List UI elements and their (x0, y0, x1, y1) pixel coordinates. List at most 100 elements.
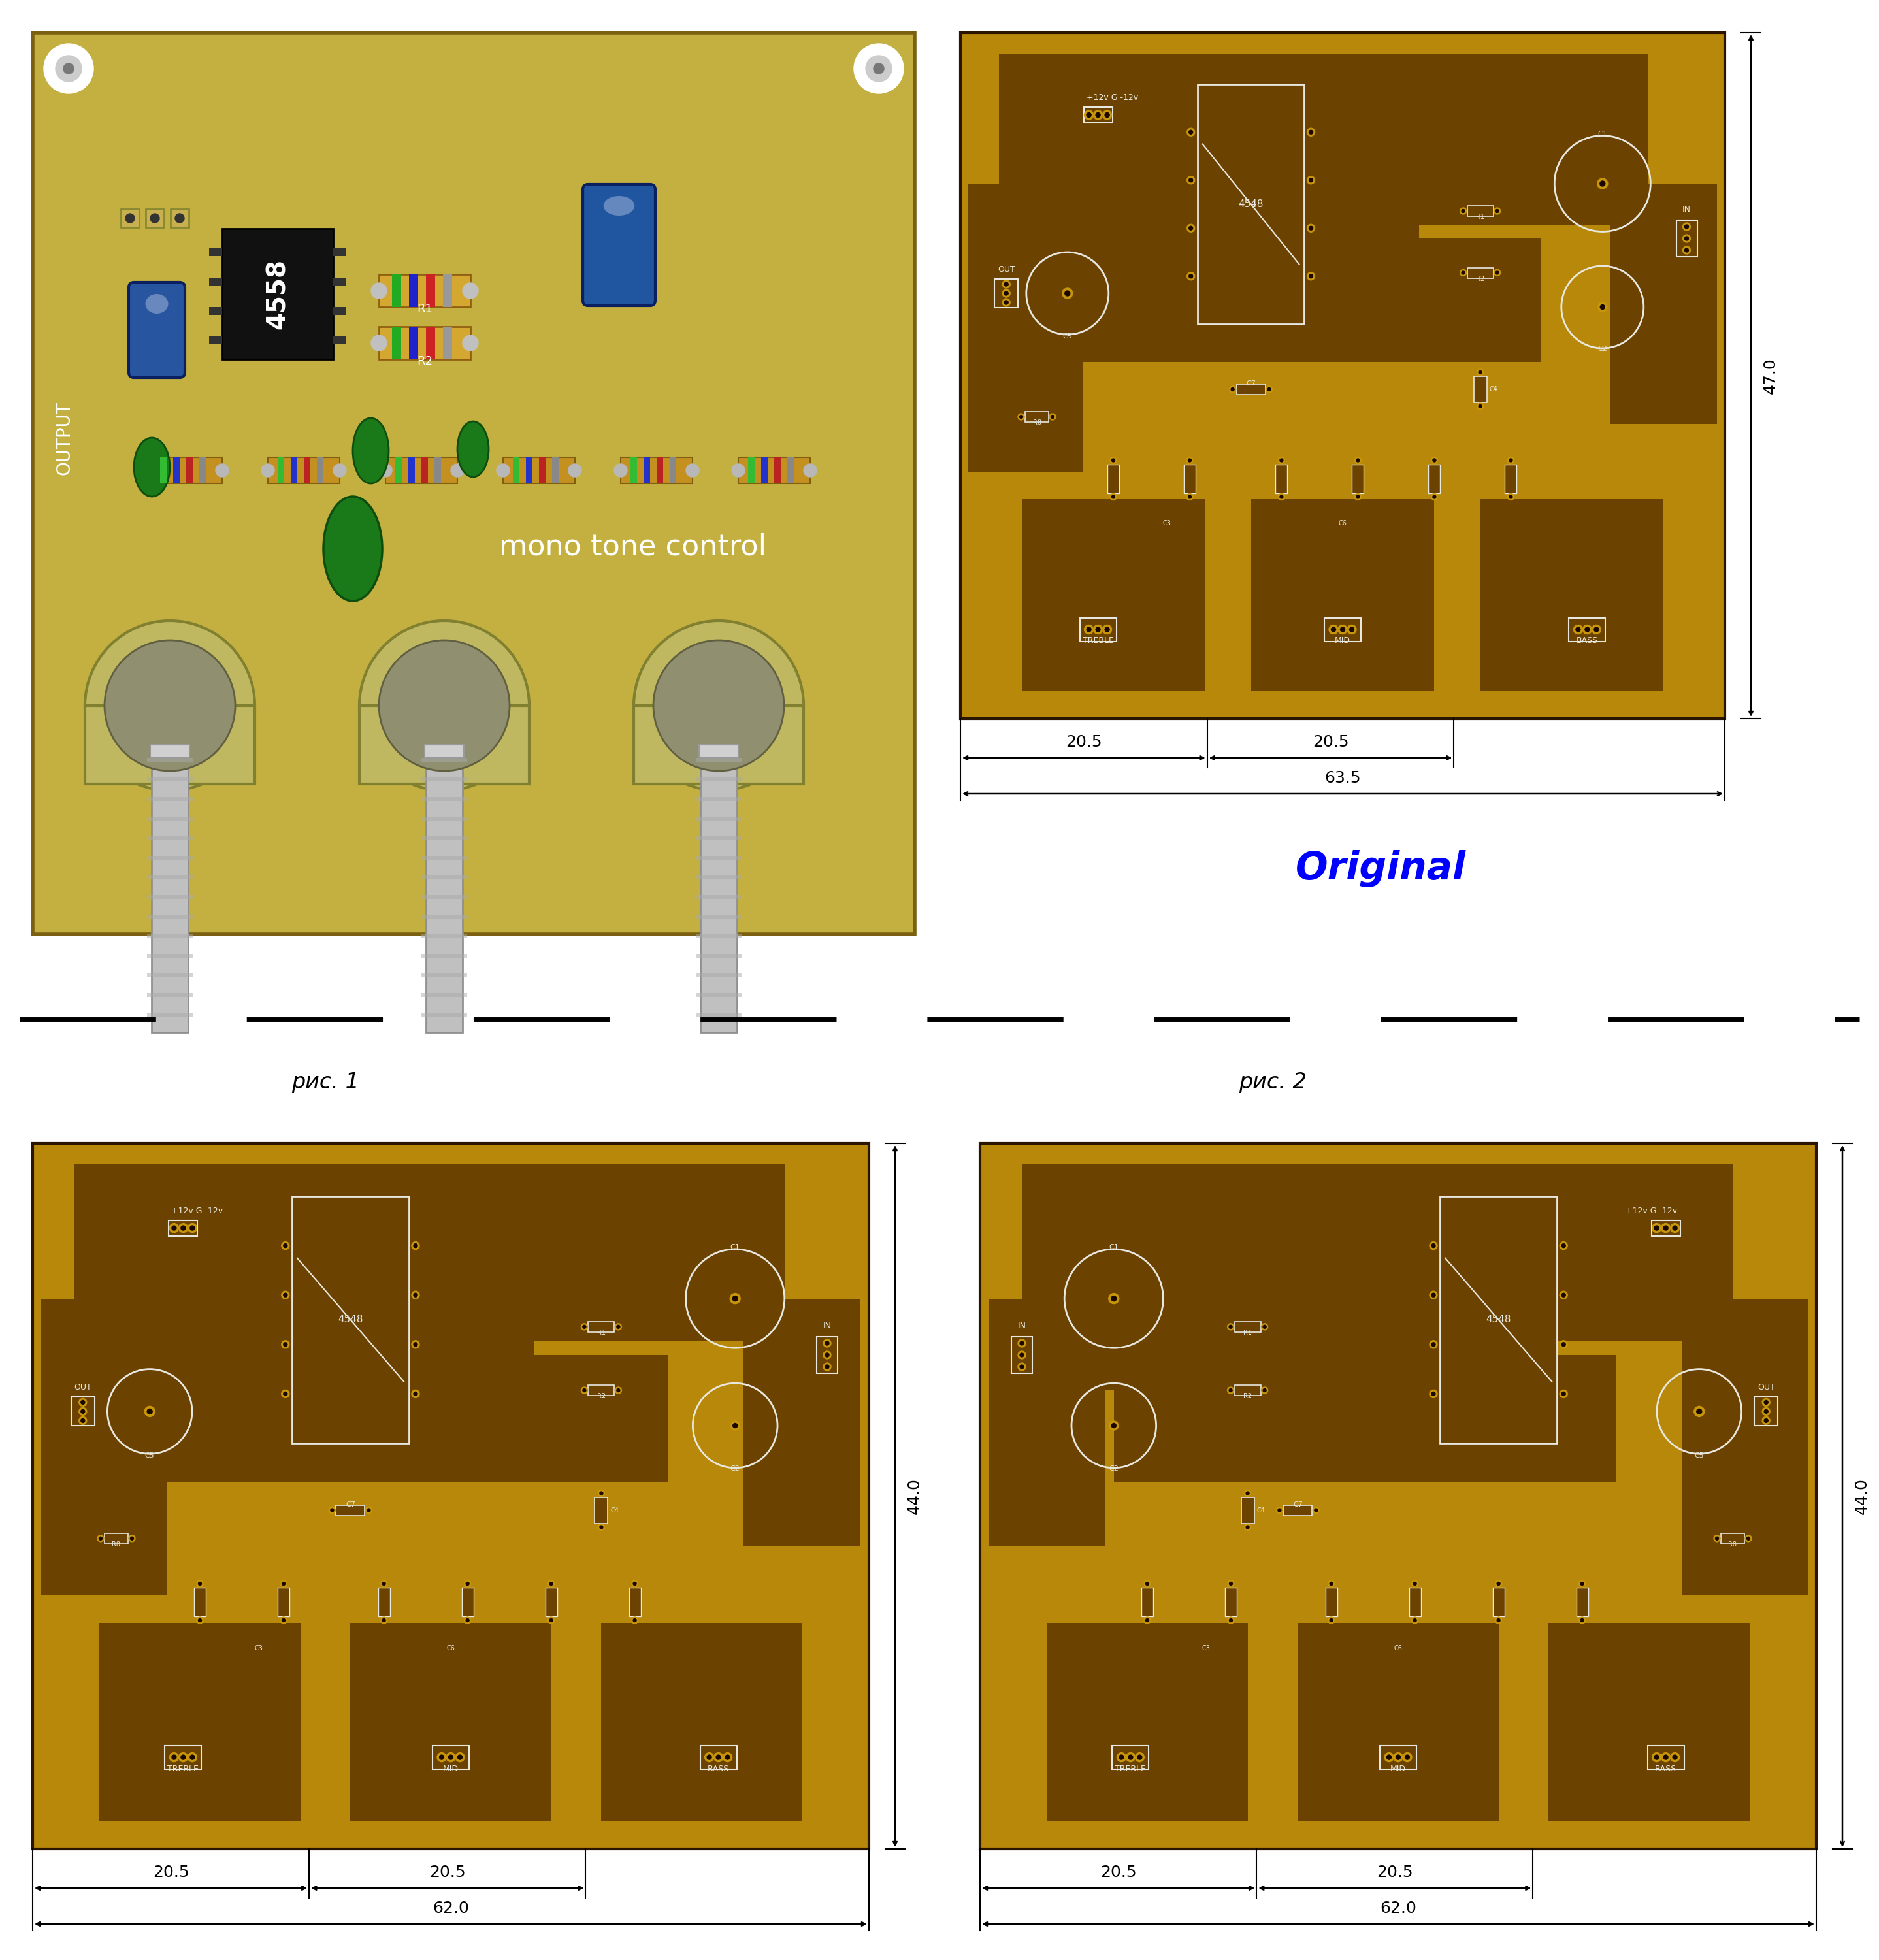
Circle shape (282, 1341, 289, 1348)
Bar (333, 308, 346, 316)
Text: TREBLE: TREBLE (1114, 1764, 1146, 1774)
Circle shape (1105, 112, 1109, 118)
Circle shape (1110, 1296, 1116, 1301)
Circle shape (197, 1580, 203, 1588)
Circle shape (866, 55, 893, 82)
Circle shape (823, 1362, 831, 1370)
Circle shape (1498, 1619, 1499, 1623)
Bar (147, 915, 194, 919)
Text: IN: IN (1018, 1321, 1026, 1331)
Text: 4548: 4548 (1238, 200, 1263, 210)
Circle shape (1018, 1362, 1026, 1370)
Circle shape (569, 465, 581, 476)
Bar (421, 974, 468, 978)
Bar (1225, 1588, 1236, 1617)
Circle shape (1432, 459, 1436, 463)
Bar (75, 1164, 534, 1390)
Circle shape (1308, 223, 1315, 231)
Circle shape (1003, 282, 1009, 286)
Bar (421, 798, 468, 802)
Bar (817, 1337, 838, 1374)
Circle shape (1112, 1423, 1116, 1427)
Circle shape (1763, 1397, 1770, 1405)
Circle shape (1002, 298, 1011, 306)
Circle shape (1227, 1617, 1235, 1623)
Circle shape (169, 1223, 179, 1233)
Circle shape (1018, 1339, 1026, 1347)
Circle shape (825, 1352, 829, 1356)
Bar (994, 278, 1018, 308)
Text: C2: C2 (1109, 1466, 1118, 1472)
Circle shape (381, 1617, 387, 1623)
Circle shape (1227, 1580, 1235, 1588)
Circle shape (1103, 625, 1112, 635)
Circle shape (581, 1323, 588, 1331)
Circle shape (1496, 270, 1499, 274)
Text: C1: C1 (1597, 129, 1607, 137)
Circle shape (1188, 272, 1195, 280)
Bar (85, 706, 256, 784)
Circle shape (1189, 274, 1193, 278)
Circle shape (1135, 1752, 1144, 1762)
Bar (147, 896, 194, 900)
Bar (304, 457, 310, 484)
Bar (1648, 1746, 1684, 1770)
Bar (513, 457, 519, 484)
Bar (588, 1321, 614, 1333)
Circle shape (823, 1350, 831, 1358)
Bar (1428, 465, 1439, 494)
Circle shape (1507, 494, 1514, 500)
Circle shape (1432, 1245, 1436, 1249)
Text: OUT: OUT (1757, 1384, 1776, 1392)
Bar (1682, 1299, 1808, 1595)
Bar (393, 327, 400, 359)
Circle shape (1084, 625, 1094, 635)
Text: 44.0: 44.0 (1855, 1478, 1870, 1515)
Bar (443, 327, 453, 359)
Bar (410, 327, 419, 359)
Bar (669, 457, 676, 484)
Bar (695, 1013, 742, 1017)
Circle shape (1328, 1617, 1334, 1623)
Circle shape (1261, 1323, 1268, 1331)
Circle shape (716, 1754, 722, 1760)
Bar (1242, 1497, 1253, 1523)
Bar (421, 896, 468, 900)
Circle shape (1654, 1225, 1659, 1231)
Circle shape (1684, 235, 1691, 243)
Circle shape (686, 465, 699, 476)
Bar (173, 457, 180, 484)
Circle shape (1018, 414, 1024, 419)
Text: C4: C4 (611, 1507, 618, 1513)
Bar (695, 778, 742, 782)
Text: C6: C6 (1338, 519, 1347, 527)
Circle shape (1479, 406, 1483, 408)
Circle shape (1432, 457, 1437, 465)
Circle shape (128, 1535, 135, 1543)
Bar (699, 745, 738, 759)
Text: BASS: BASS (708, 1764, 729, 1774)
Circle shape (1394, 1752, 1404, 1762)
Text: +12v G -12v: +12v G -12v (1086, 94, 1139, 102)
Bar (152, 759, 188, 1033)
Bar (1236, 384, 1265, 394)
Circle shape (1430, 1292, 1437, 1299)
Circle shape (370, 282, 387, 298)
Bar (147, 876, 194, 880)
Circle shape (216, 465, 229, 476)
Circle shape (1268, 388, 1270, 392)
Circle shape (282, 1582, 286, 1586)
Circle shape (1560, 1243, 1567, 1250)
Bar (656, 457, 663, 484)
Text: 63.5: 63.5 (1325, 770, 1360, 786)
Circle shape (1144, 1580, 1150, 1588)
Circle shape (1357, 459, 1360, 463)
Bar (222, 229, 333, 359)
Circle shape (1597, 178, 1608, 188)
Bar (421, 1013, 468, 1017)
Circle shape (731, 1421, 740, 1431)
Circle shape (1560, 1341, 1567, 1348)
Circle shape (1663, 1225, 1669, 1231)
Circle shape (1685, 225, 1689, 229)
Bar (1235, 1386, 1261, 1396)
